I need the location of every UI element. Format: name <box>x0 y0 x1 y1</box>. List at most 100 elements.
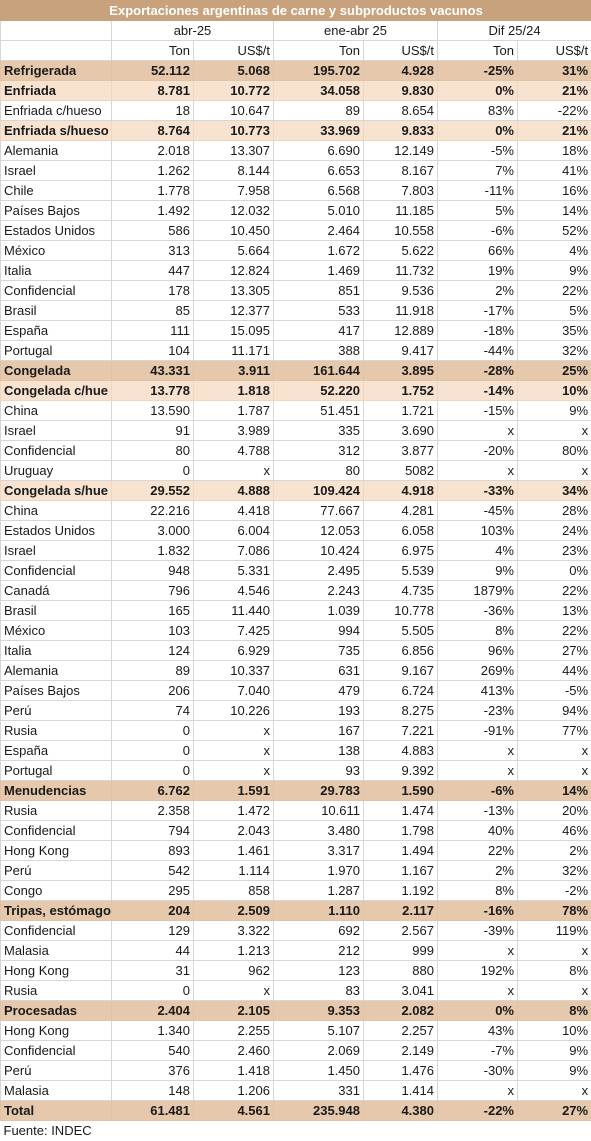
value-cell: x <box>516 740 591 761</box>
row-label: Perú <box>0 1060 112 1081</box>
country-row: Uruguay 0 x 80 5082 x x <box>0 460 591 481</box>
value-cell: 0 <box>111 760 194 781</box>
row-label: Malasia <box>0 940 112 961</box>
value-cell: 5.010 <box>273 200 364 221</box>
value-cell: 12.377 <box>193 300 274 321</box>
country-row: Confidencial 129 3.322 692 2.567 -39% 119% <box>0 920 591 941</box>
value-cell: 1.450 <box>273 1060 364 1081</box>
value-cell: 7.086 <box>193 540 274 561</box>
row-label: Alemania <box>0 660 112 681</box>
period-header-month: abr-25 <box>111 20 274 41</box>
value-cell: -20% <box>437 440 518 461</box>
value-cell: x <box>437 760 518 781</box>
unit-header: US$/t <box>363 40 438 61</box>
country-row: Confidencial 80 4.788 312 3.877 -20% 80% <box>0 440 591 461</box>
value-cell: 1.213 <box>193 940 274 961</box>
value-cell: 1.798 <box>363 820 438 841</box>
value-cell: -28% <box>437 360 518 381</box>
subcategory-row: Congelada c/hue 13.778 1.818 52.220 1.752 -14… <box>0 380 591 401</box>
row-label: Total <box>0 1100 112 1121</box>
row-label: Refrigerada <box>0 60 112 81</box>
value-cell: 10.772 <box>193 80 274 101</box>
unit-header: US$/t <box>193 40 274 61</box>
value-cell: 33.969 <box>273 120 364 141</box>
value-cell: 1.192 <box>363 880 438 901</box>
value-cell: 540 <box>111 1040 194 1061</box>
value-cell: 0 <box>111 460 194 481</box>
country-row: Estados Unidos 586 10.450 2.464 10.558 -6% 52% <box>0 220 591 241</box>
value-cell: -6% <box>437 220 518 241</box>
value-cell: 195.702 <box>273 60 364 81</box>
row-label: Tripas, estómago <box>0 900 112 921</box>
country-row: México 313 5.664 1.672 5.622 66% 4% <box>0 240 591 261</box>
value-cell: 8.781 <box>111 80 194 101</box>
value-cell: 0% <box>437 120 518 141</box>
value-cell: 10.558 <box>363 220 438 241</box>
value-cell: -5% <box>437 140 518 161</box>
row-label: Alemania <box>0 140 112 161</box>
value-cell: 44% <box>516 660 591 681</box>
country-row: Congo 295 858 1.287 1.192 8% -2% <box>0 880 591 901</box>
value-cell: 631 <box>273 660 364 681</box>
value-cell: 8.144 <box>193 160 274 181</box>
value-cell: 3.877 <box>363 440 438 461</box>
value-cell: x <box>193 720 274 741</box>
value-cell: 12.053 <box>273 520 364 541</box>
value-cell: 9.167 <box>363 660 438 681</box>
value-cell: -22% <box>437 1100 518 1121</box>
value-cell: 4% <box>437 540 518 561</box>
value-cell: 9% <box>516 400 591 421</box>
row-label: Israel <box>0 420 112 441</box>
value-cell: 12.889 <box>363 320 438 341</box>
value-cell: 96% <box>437 640 518 661</box>
row-label: Menudencias <box>0 780 112 801</box>
value-cell: -23% <box>437 700 518 721</box>
value-cell: 417 <box>273 320 364 341</box>
value-cell: x <box>516 760 591 781</box>
value-cell: 24% <box>516 520 591 541</box>
value-cell: -18% <box>437 320 518 341</box>
value-cell: 1.492 <box>111 200 194 221</box>
value-cell: -36% <box>437 600 518 621</box>
value-cell: -15% <box>437 400 518 421</box>
value-cell: 2% <box>437 280 518 301</box>
value-cell: 3.911 <box>193 360 274 381</box>
value-cell: 331 <box>273 1080 364 1101</box>
country-row: Italia 447 12.824 1.469 11.732 19% 9% <box>0 260 591 281</box>
value-cell: 7.803 <box>363 180 438 201</box>
value-cell: 22% <box>516 580 591 601</box>
value-cell: 2.069 <box>273 1040 364 1061</box>
value-cell: 1.970 <box>273 860 364 881</box>
value-cell: 22% <box>437 840 518 861</box>
value-cell: 61.481 <box>111 1100 194 1121</box>
row-label: Confidencial <box>0 1040 112 1061</box>
value-cell: 4.918 <box>363 480 438 501</box>
value-cell: 3.041 <box>363 980 438 1001</box>
table-title: Exportaciones argentinas de carne y subp… <box>0 0 591 21</box>
value-cell: 10% <box>516 1020 591 1041</box>
value-cell: 295 <box>111 880 194 901</box>
value-cell: -14% <box>437 380 518 401</box>
country-row: España 111 15.095 417 12.889 -18% 35% <box>0 320 591 341</box>
value-cell: 129 <box>111 920 194 941</box>
row-label: Rusia <box>0 980 112 1001</box>
value-cell: 5.068 <box>193 60 274 81</box>
value-cell: 6.856 <box>363 640 438 661</box>
value-cell: 851 <box>273 280 364 301</box>
value-cell: 376 <box>111 1060 194 1081</box>
row-label: Países Bajos <box>0 200 112 221</box>
value-cell: 83 <box>273 980 364 1001</box>
value-cell: -2% <box>516 880 591 901</box>
row-label: Hong Kong <box>0 840 112 861</box>
value-cell: 193 <box>273 700 364 721</box>
value-cell: 165 <box>111 600 194 621</box>
country-row: Perú 74 10.226 193 8.275 -23% 94% <box>0 700 591 721</box>
unit-header: Ton <box>273 40 364 61</box>
value-cell: 9.536 <box>363 280 438 301</box>
value-cell: 5.539 <box>363 560 438 581</box>
value-cell: 1.110 <box>273 900 364 921</box>
value-cell: 23% <box>516 540 591 561</box>
value-cell: 19% <box>437 260 518 281</box>
row-label: Estados Unidos <box>0 520 112 541</box>
value-cell: 1.287 <box>273 880 364 901</box>
